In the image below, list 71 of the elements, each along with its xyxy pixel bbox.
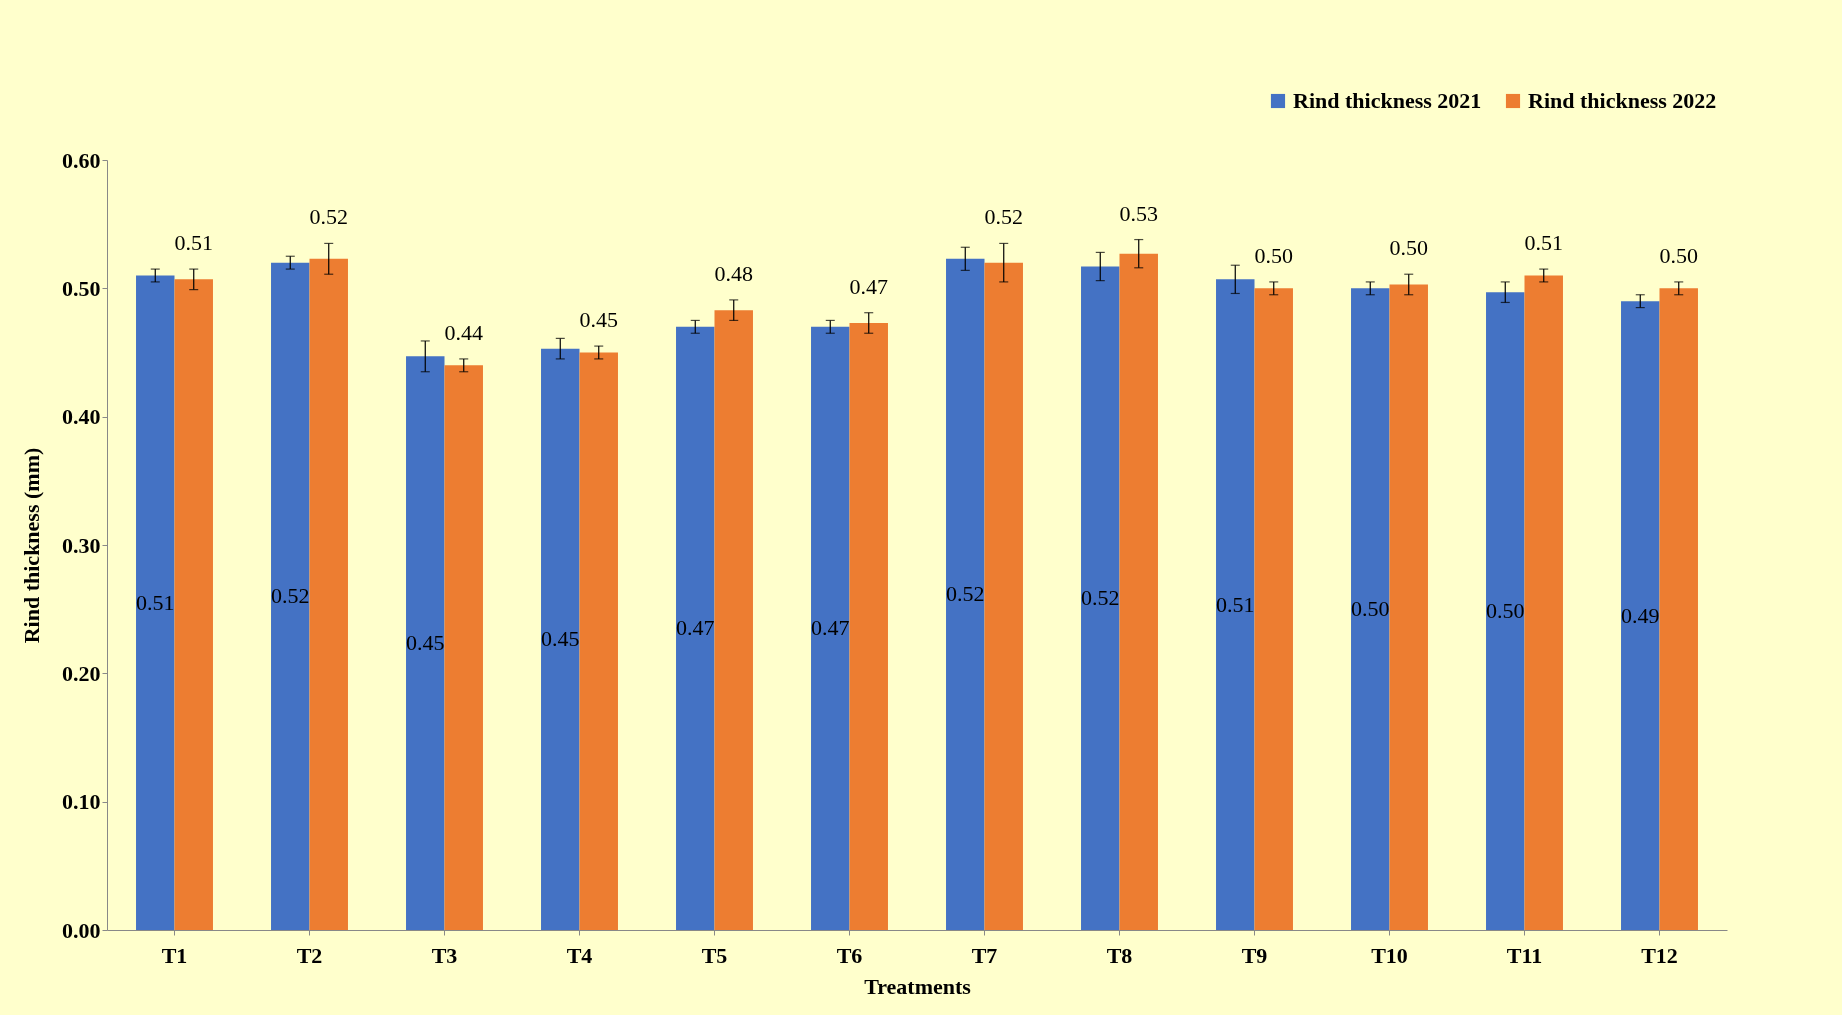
legend-label: Rind thickness 2021: [1293, 88, 1482, 113]
y-tick-label: 0.00: [62, 917, 101, 943]
x-tick-label: T3: [431, 942, 458, 968]
data-label: 0.47: [811, 615, 850, 641]
bar: [406, 356, 445, 930]
y-tick-label: 0.30: [62, 532, 101, 558]
data-label: 0.50: [1254, 242, 1293, 268]
data-label: 0.49: [1621, 602, 1660, 628]
x-tick-label: T9: [1241, 942, 1268, 968]
data-label: 0.45: [406, 630, 445, 656]
x-tick-label: T10: [1371, 942, 1408, 968]
y-tick-label: 0.20: [62, 660, 101, 686]
data-label: 0.47: [849, 273, 888, 299]
data-label: 0.45: [579, 307, 618, 333]
data-label: 0.50: [1659, 242, 1698, 268]
legend-label: Rind thickness 2022: [1528, 88, 1717, 113]
bar: [1351, 288, 1390, 930]
bar: [541, 348, 580, 930]
bar: [946, 258, 985, 930]
data-label: 0.50: [1351, 596, 1390, 622]
x-tick-label: T7: [971, 942, 998, 968]
x-tick-label: T2: [296, 942, 323, 968]
bar: [444, 365, 483, 930]
bar: [1524, 275, 1563, 930]
bar: [676, 326, 715, 930]
bar: [1119, 253, 1158, 930]
data-label: 0.45: [541, 626, 580, 652]
x-tick-label: T12: [1641, 942, 1678, 968]
x-tick-label: T6: [836, 942, 863, 968]
data-label: 0.52: [1081, 585, 1120, 611]
y-tick-label: 0.10: [62, 789, 101, 815]
bar: [714, 310, 753, 930]
data-label: 0.50: [1486, 598, 1525, 624]
x-tick-label: T8: [1106, 942, 1133, 968]
y-tick-label: 0.40: [62, 404, 101, 430]
bar: [271, 262, 310, 930]
y-tick-label: 0.50: [62, 275, 101, 301]
bar: [1081, 266, 1120, 930]
bar: [811, 326, 850, 930]
bar: [1621, 301, 1660, 930]
x-axis-title: Treatments: [864, 973, 972, 999]
data-label: 0.50: [1389, 235, 1428, 261]
data-label: 0.47: [676, 615, 715, 641]
data-label: 0.48: [714, 260, 753, 286]
data-label: 0.51: [136, 589, 175, 615]
data-label: 0.53: [1119, 200, 1158, 226]
data-label: 0.52: [984, 204, 1023, 230]
data-label: 0.44: [444, 319, 483, 345]
bar: [309, 258, 348, 930]
y-axis-title: Rind thickness (mm): [19, 447, 44, 644]
bar: [136, 275, 175, 930]
bar: [984, 262, 1023, 930]
data-label: 0.52: [271, 583, 310, 609]
data-label: 0.51: [1524, 230, 1563, 256]
bar: [579, 352, 618, 930]
bar: [174, 279, 213, 930]
bar: [1389, 284, 1428, 930]
x-tick-label: T11: [1506, 942, 1543, 968]
bar: [849, 322, 888, 930]
y-tick-label: 0.60: [62, 147, 101, 173]
data-label: 0.52: [309, 204, 348, 230]
x-tick-label: T1: [161, 942, 188, 968]
data-label: 0.52: [946, 581, 985, 607]
bar: [1486, 292, 1525, 930]
data-label: 0.51: [174, 230, 213, 256]
bar: [1254, 288, 1293, 930]
x-tick-label: T5: [701, 942, 728, 968]
bar: [1216, 279, 1255, 930]
bar: [1659, 288, 1698, 930]
x-tick-label: T4: [566, 942, 593, 968]
data-label: 0.51: [1216, 591, 1255, 617]
